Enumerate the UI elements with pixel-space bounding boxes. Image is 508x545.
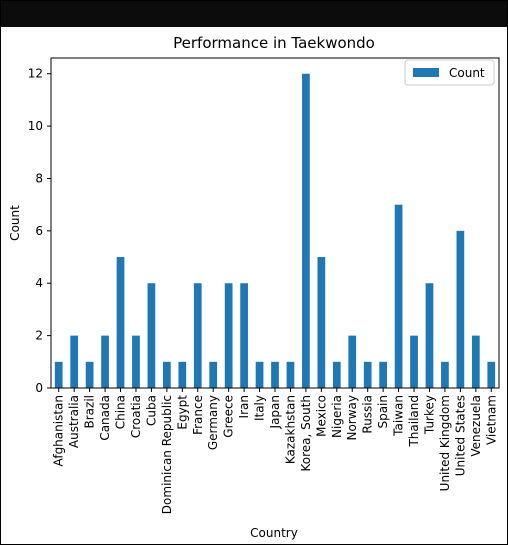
x-tick-label: Egypt — [175, 395, 189, 430]
x-axis-label: Country — [250, 526, 298, 540]
legend-label: Count — [449, 66, 485, 80]
y-axis-label: Count — [8, 205, 22, 241]
bar-venezuela — [471, 335, 480, 388]
bar-vietnam — [487, 361, 496, 388]
bar-australia — [70, 335, 79, 388]
bar-korea-south — [302, 73, 310, 388]
bar-canada — [101, 335, 109, 388]
x-tick-label: Korea, South — [299, 395, 313, 472]
bar-russia — [363, 361, 372, 388]
y-tick-label: 8 — [35, 171, 43, 185]
bar-turkey — [425, 283, 434, 388]
x-tick-label: Germany — [206, 395, 220, 450]
bar-afghanistan — [54, 361, 63, 388]
x-tick-label: Spain — [376, 395, 390, 429]
x-tick-label: Afghanistan — [52, 395, 66, 466]
x-tick-label: Canada — [98, 395, 112, 441]
console-line-sport-prompt: Enter Sport: Taekwondo — [4, 27, 157, 40]
x-tick-label: Nigeria — [330, 395, 344, 438]
bar-spain — [379, 361, 387, 388]
legend: Count — [404, 59, 495, 86]
x-tick-label: Mexico — [314, 395, 328, 437]
bar-greece — [224, 283, 233, 388]
y-axis: 0 2 4 6 8 10 12 — [28, 67, 51, 395]
x-tick-label: Greece — [222, 395, 236, 438]
x-tick-label: United Kingdom — [438, 395, 452, 491]
x-tick-label: Croatia — [129, 395, 143, 438]
x-tick-label: Taiwan — [392, 395, 406, 437]
x-tick-label: Dominican Republic — [160, 395, 174, 514]
y-tick-label: 2 — [35, 329, 43, 343]
x-tick-label: France — [191, 395, 205, 435]
y-tick-label: 10 — [28, 119, 43, 133]
console-line-figure-info: <Figure size 1800x1000 with 0 Axes> — [4, 66, 236, 79]
bar-thailand — [410, 335, 418, 388]
x-tick-label: Australia — [67, 395, 81, 448]
x-tick-label: Russia — [361, 395, 375, 434]
chart-title: Performance in Taekwondo — [173, 34, 375, 52]
legend-box — [404, 59, 495, 86]
bar-italy — [255, 361, 264, 388]
bar-chart: Performance in Taekwondo 0 2 4 6 8 10 12 Afgha… — [8, 34, 500, 540]
bar-dominican-republic — [163, 361, 171, 388]
x-tick-label: Kazakhstan — [283, 395, 297, 464]
y-tick-label: 6 — [35, 224, 43, 238]
x-tick-label: China — [114, 395, 128, 429]
console-output: Enter Sport: Taekwondo <Figure size 1800… — [1, 1, 507, 79]
bar-united-states — [456, 230, 465, 388]
bar-iran — [240, 283, 248, 388]
x-tick-label: Thailand — [407, 395, 421, 448]
x-tick-label: Vietnam — [484, 395, 498, 445]
x-tick-label: Norway — [345, 395, 359, 441]
plot-area-frame — [50, 57, 500, 389]
x-tick-label: Italy — [253, 395, 267, 421]
y-tick-label: 0 — [35, 381, 43, 395]
bar-brazil — [85, 361, 94, 388]
bar-japan — [271, 361, 279, 388]
legend-swatch — [413, 68, 439, 77]
bars-group — [54, 73, 496, 388]
x-tick-label: Japan — [268, 395, 282, 429]
y-tick-label: 12 — [28, 67, 43, 81]
bar-croatia — [132, 335, 140, 388]
bar-egypt — [178, 361, 187, 388]
bar-taiwan — [394, 204, 403, 388]
x-tick-label: Brazil — [83, 395, 97, 429]
x-tick-label: Iran — [237, 395, 251, 418]
bar-kazakhstan — [286, 361, 295, 388]
bar-nigeria — [332, 361, 341, 388]
x-tick-label: Cuba — [144, 395, 158, 426]
x-axis: Afghanistan Australia Brazil Canada China Cro… — [52, 388, 498, 514]
x-tick-label: United States — [453, 395, 467, 476]
bar-mexico — [317, 257, 326, 388]
bar-norway — [348, 335, 357, 388]
bar-france — [193, 283, 202, 388]
bar-china — [116, 257, 125, 388]
bar-cuba — [147, 283, 156, 388]
bar-united-kingdom — [441, 361, 449, 388]
bar-germany — [209, 361, 218, 388]
x-tick-label: Venezuela — [469, 395, 483, 457]
x-tick-label: Turkey — [422, 395, 436, 435]
y-tick-label: 4 — [35, 276, 43, 290]
